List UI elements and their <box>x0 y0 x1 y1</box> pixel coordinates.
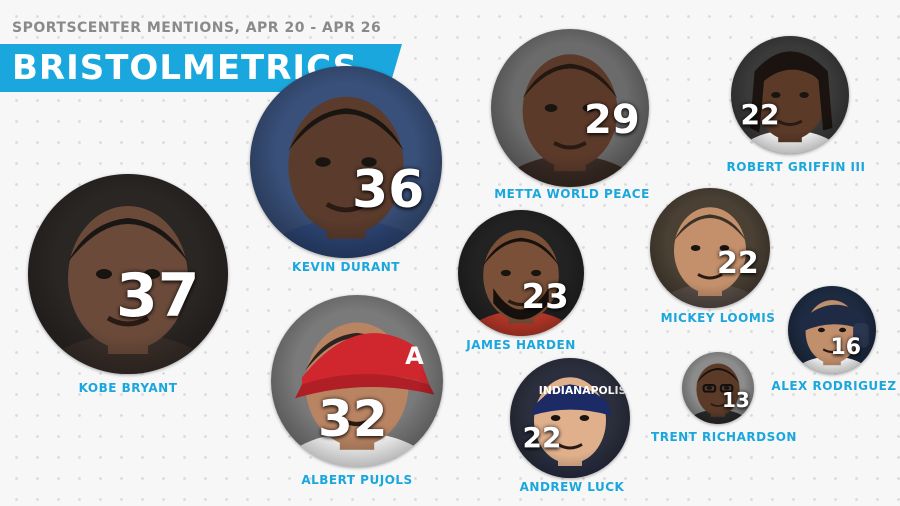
player-bubble: 23 <box>458 210 584 336</box>
mention-count-label: 29 <box>584 97 640 143</box>
mention-count-label: 23 <box>521 277 569 317</box>
mention-count-label: 37 <box>116 261 200 331</box>
player-name-label: TRENT RICHARDSON <box>651 430 797 444</box>
robert-griffin-photo <box>731 36 849 154</box>
mention-count-label: 32 <box>318 390 388 448</box>
andrew-luck-photo: INDIANAPOLIS <box>510 358 630 478</box>
mention-count-label: 13 <box>722 388 750 412</box>
player-name-label: ALBERT PUJOLS <box>301 473 413 487</box>
player-bubble: 22 <box>650 188 770 308</box>
mention-count-label: 22 <box>740 98 780 131</box>
mickey-loomis-photo <box>650 188 770 308</box>
albert-pujols-photo: A <box>271 295 443 467</box>
player-name-label: ROBERT GRIFFIN III <box>726 160 866 174</box>
player-bubble: A 32 <box>271 295 443 467</box>
player-bubble: 29 <box>491 29 649 187</box>
mention-count-label: 22 <box>717 246 759 281</box>
trent-richardson-photo <box>682 352 754 424</box>
player-name-label: METTA WORLD PEACE <box>494 187 650 201</box>
james-harden-photo <box>458 210 584 336</box>
player-name-label: ANDREW LUCK <box>519 480 625 494</box>
player-name-label: JAMES HARDEN <box>466 338 576 352</box>
kevin-durant-photo <box>250 66 442 258</box>
player-bubble: 13 <box>682 352 754 424</box>
player-bubble: INDIANAPOLIS 22 <box>510 358 630 478</box>
mention-count-label: 22 <box>522 421 562 454</box>
mention-count-label: 36 <box>352 160 425 220</box>
player-name-label: MICKEY LOOMIS <box>660 311 776 325</box>
player-bubble: 37 <box>28 174 228 374</box>
kobe-bryant-photo <box>28 174 228 374</box>
chart-subtitle: SPORTSCENTER MENTIONS, APR 20 - APR 26 <box>12 20 382 36</box>
player-name-label: KEVIN DURANT <box>292 260 400 274</box>
alex-rodriguez-photo <box>788 286 876 374</box>
player-bubble: 16 <box>788 286 876 374</box>
player-bubble: 36 <box>250 66 442 258</box>
player-bubble: 22 <box>731 36 849 154</box>
player-name-label: ALEX RODRIGUEZ <box>771 379 897 393</box>
mention-count-label: 16 <box>830 335 862 360</box>
player-name-label: KOBE BRYANT <box>78 381 178 395</box>
metta-world-peace-photo <box>491 29 649 187</box>
